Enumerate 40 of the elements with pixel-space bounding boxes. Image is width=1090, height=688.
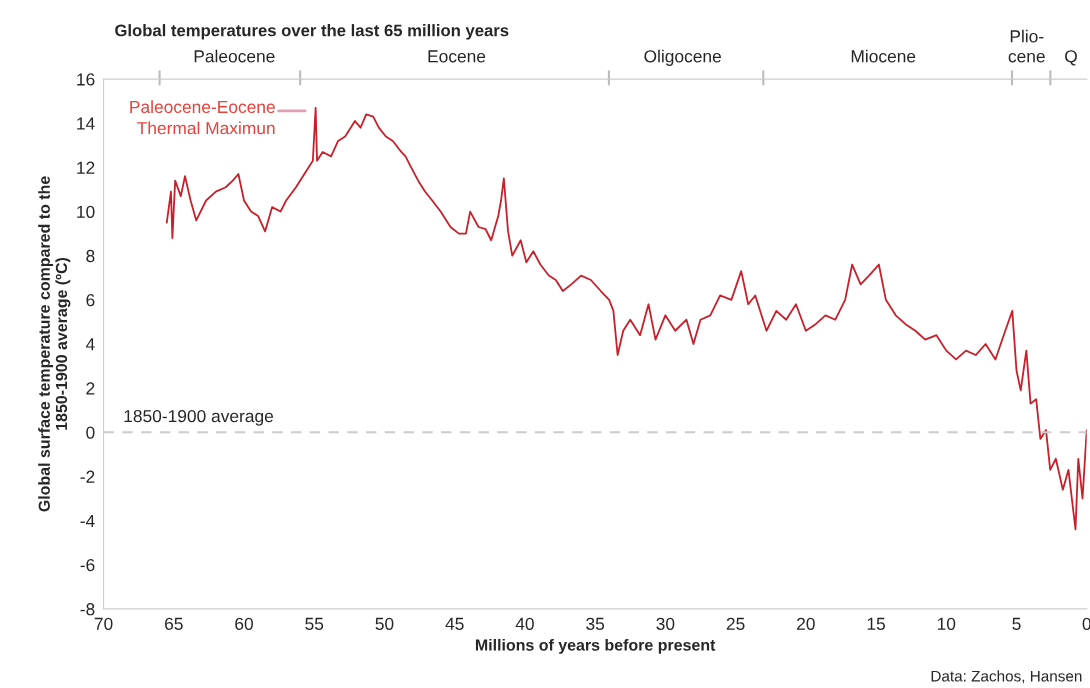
y-tick-label: 6 (86, 294, 95, 307)
x-tick-label: 35 (586, 617, 605, 630)
x-tick-label: 5 (1012, 617, 1021, 630)
y-tick-label: 16 (77, 73, 95, 86)
x-tick-label: 55 (305, 617, 324, 630)
y-tick-label: -6 (80, 558, 95, 572)
text: Plio- cene (1008, 29, 1045, 63)
y-tick-label: 14 (77, 117, 95, 130)
x-tick-label: 25 (726, 617, 745, 630)
y-tick-label: -8 (80, 603, 95, 616)
x-tick-label: 60 (235, 617, 253, 630)
text: Miocene (851, 49, 916, 63)
x-tick-label: 65 (165, 617, 183, 630)
x-tick-label: 0 (1082, 617, 1090, 630)
x-tick-label: 50 (375, 617, 394, 630)
y-tick-label: -2 (80, 470, 95, 483)
text: Q (1065, 50, 1077, 66)
x-tick-label: 15 (867, 617, 885, 630)
text: Paleocene (194, 49, 275, 63)
text: Data: Zachos, Hansen (931, 670, 1082, 684)
y-tick-label: 8 (86, 249, 95, 263)
x-tick-label: 45 (445, 617, 464, 630)
x-tick-label: 40 (515, 617, 534, 630)
y-tick-label: 2 (86, 382, 95, 395)
ref-line-label: 1850-1900 average (124, 409, 274, 426)
text: Oligocene (644, 49, 721, 66)
x-tick-label: 30 (656, 617, 675, 630)
y-tick-label: 0 (86, 426, 95, 439)
annotation: Paleocene-Eocene Thermal Maximun (130, 100, 275, 135)
x-tick-label: 70 (94, 617, 113, 630)
y-tick-label: 12 (77, 161, 95, 174)
y-tick-label: 10 (77, 205, 95, 219)
text: Eocene (428, 50, 486, 63)
x-tick-label: 10 (937, 617, 956, 630)
y-tick-label: 4 (85, 338, 95, 351)
y-tick-label: -4 (80, 514, 95, 527)
y-axis-title: Global surface temperature compared to the 1850-1900 average (ºC) (38, 176, 71, 512)
chart-title: Global temperatures over the last 65 million years (115, 24, 509, 40)
x-axis-title: Millions of years before present (475, 638, 716, 654)
x-tick-label: 20 (797, 617, 815, 630)
